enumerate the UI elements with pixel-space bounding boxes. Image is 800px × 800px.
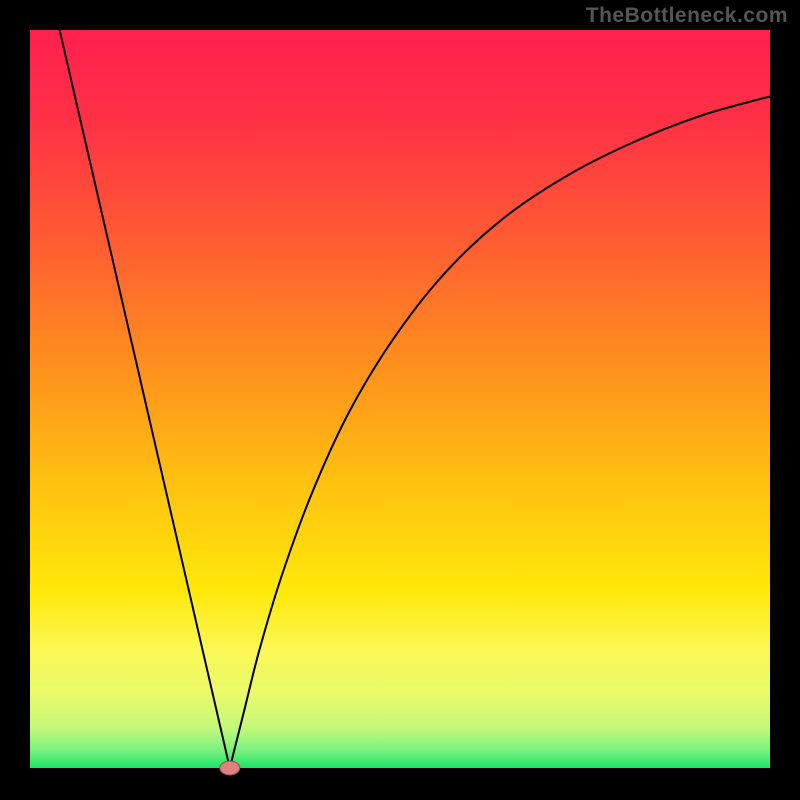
chart-container: TheBottleneck.com xyxy=(0,0,800,800)
watermark-text: TheBottleneck.com xyxy=(586,4,788,28)
optimum-marker xyxy=(220,761,240,775)
bottleneck-chart xyxy=(0,0,800,800)
plot-background xyxy=(30,30,770,768)
